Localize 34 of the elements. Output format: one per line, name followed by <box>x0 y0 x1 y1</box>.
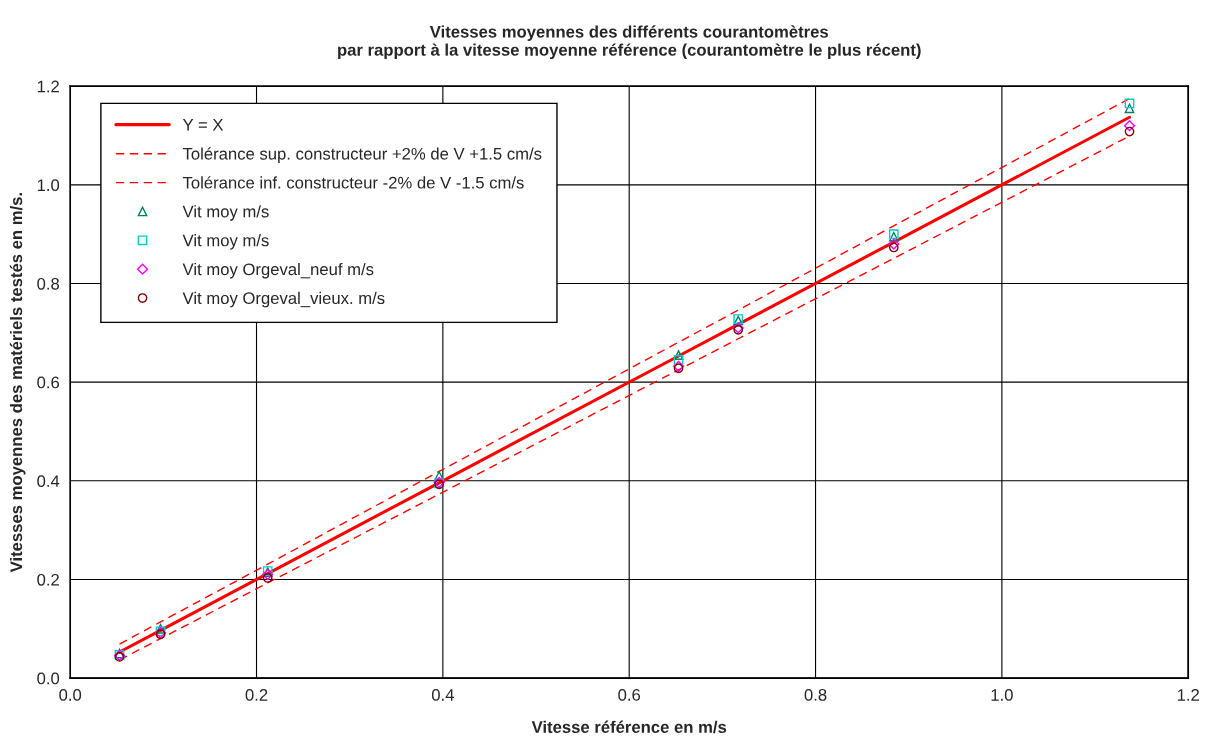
point <box>888 238 900 250</box>
y-tick-label: 0.6 <box>37 376 60 389</box>
x-tick-label: 0.6 <box>618 688 641 701</box>
point <box>673 350 684 360</box>
point <box>888 242 899 253</box>
y-tick-label: 0.2 <box>37 573 59 586</box>
legend-label: Tolérance sup. constructeur +2% de V +1.5 cm/s <box>182 147 542 163</box>
x-tick-label: 0.0 <box>59 688 82 701</box>
point <box>262 568 274 581</box>
legend-label: Vit moy Orgeval_neuf m/s <box>182 262 374 279</box>
x-tick-label: 1.2 <box>1177 688 1199 701</box>
point <box>1124 103 1135 114</box>
y-tick-label: 0.0 <box>37 672 60 685</box>
y-tick-label: 1.2 <box>37 80 59 93</box>
legend-label: Y = X <box>182 119 224 131</box>
x-tick-label: 0.2 <box>245 688 268 701</box>
point <box>1124 98 1135 109</box>
x-tick-label: 1.0 <box>991 688 1013 701</box>
x-tick-label: 0.8 <box>804 688 827 701</box>
point <box>262 573 273 583</box>
x-tick-label: 0.4 <box>431 688 454 701</box>
point <box>673 355 684 365</box>
legend-label: Tolérance inf. constructeur -2% de V -1.5 cm/s <box>182 176 524 189</box>
y-axis-title: Vitesses moyennes des matériels testés en m/s. <box>9 193 26 573</box>
chart-title: Vitesses moyennes des différents courantomètres par rapport à la vitesse moyenne référence (courantomètre le plus récent) <box>338 25 921 60</box>
y-tick-label: 0.8 <box>37 277 60 290</box>
legend-label: Vit moy m/s <box>182 205 269 221</box>
x-axis-title: Vitesse référence en m/s <box>531 720 727 734</box>
legend-label: Vit moy m/s <box>182 234 269 250</box>
legend-label: Vit moy Orgeval_vieux. m/s <box>182 291 385 308</box>
y-tick-label: 1.0 <box>37 179 60 192</box>
y-tick-label: 0.4 <box>37 475 60 488</box>
point <box>1123 120 1136 132</box>
point <box>1124 126 1135 137</box>
